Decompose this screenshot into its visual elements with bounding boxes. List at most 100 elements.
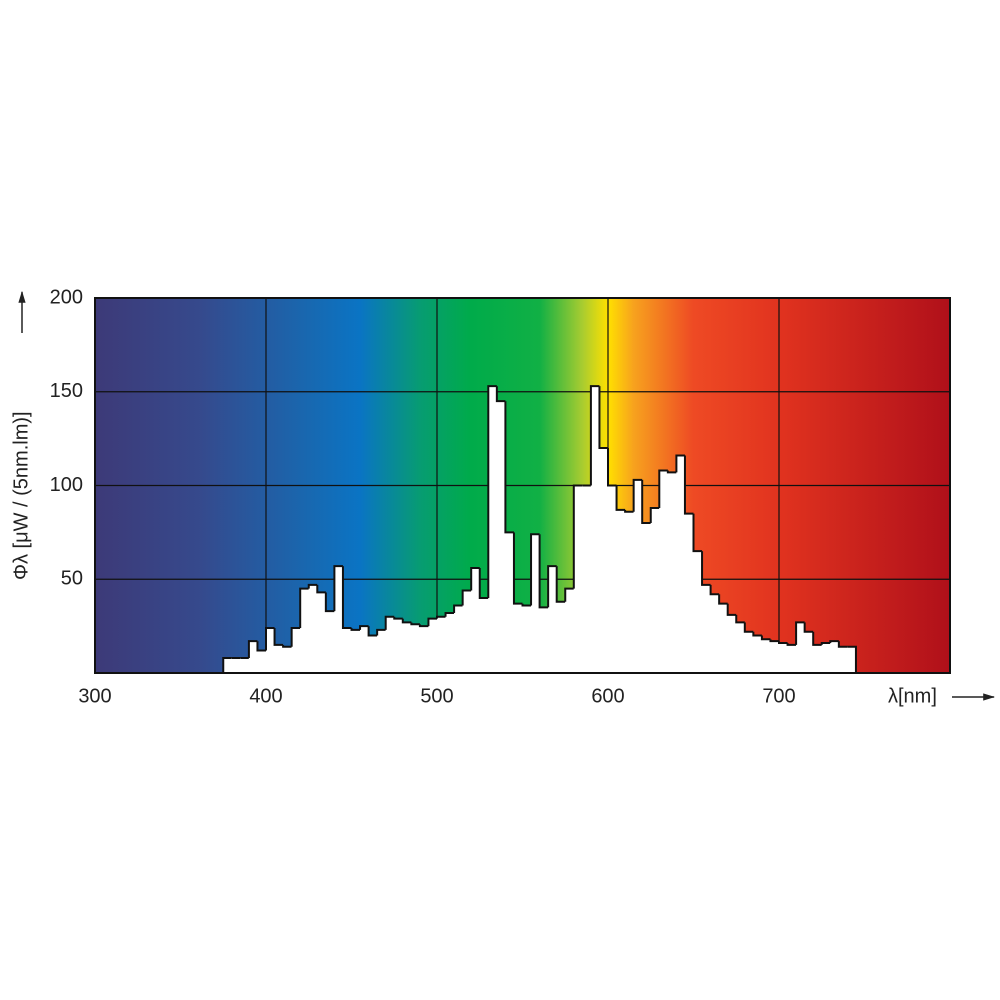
bar — [368, 635, 378, 673]
bar — [274, 644, 284, 673]
bar-outline — [512, 532, 523, 605]
bar-outline — [752, 631, 762, 637]
bar — [283, 646, 293, 673]
bar — [317, 592, 327, 673]
bar-outline — [547, 565, 557, 608]
bar-outline — [316, 584, 326, 594]
bar-outline — [564, 587, 574, 602]
bar-outline — [427, 617, 437, 627]
bar — [325, 611, 335, 673]
bar-outline — [307, 583, 318, 589]
x-tick-label: 400 — [249, 685, 282, 707]
y-tick-label: 50 — [61, 568, 83, 590]
bar — [248, 641, 258, 673]
bar-outline — [341, 566, 352, 629]
bar — [479, 598, 489, 673]
bar-outline — [632, 478, 643, 512]
bar-outline — [410, 622, 420, 626]
bar — [488, 386, 498, 673]
bar — [231, 658, 241, 673]
bar-outline — [418, 624, 429, 628]
bar-outline — [795, 621, 805, 645]
bar-outline — [607, 448, 617, 487]
bar-outline — [265, 627, 275, 651]
bar — [257, 650, 267, 673]
bar — [702, 584, 712, 673]
bar — [659, 470, 669, 673]
bar-outline — [666, 470, 677, 474]
bar — [505, 532, 515, 673]
bar-outline — [837, 641, 848, 648]
bar-outline — [461, 589, 472, 606]
bar — [428, 618, 438, 673]
bar — [573, 485, 583, 673]
bar-outline — [598, 386, 608, 449]
bar — [582, 485, 592, 673]
bar-outline — [726, 603, 737, 616]
bar-outline — [290, 627, 301, 647]
bar — [351, 629, 361, 673]
bar-outline — [641, 479, 651, 524]
bar — [266, 628, 276, 673]
y-axis-label: Φλ [μW / (5nm.lm)] — [10, 411, 32, 580]
bar — [736, 622, 746, 673]
bar-outline — [521, 603, 532, 607]
bar-outline — [692, 513, 703, 553]
bar — [342, 628, 352, 673]
bar — [804, 631, 814, 673]
bar-outline — [247, 640, 258, 658]
bar — [360, 626, 370, 673]
bar-outline — [470, 567, 480, 591]
bar-outline — [743, 622, 754, 633]
bar-outline — [273, 628, 284, 646]
bar-outline — [718, 594, 728, 605]
x-tick-label: 600 — [591, 685, 624, 707]
bar — [633, 479, 643, 673]
bar — [548, 566, 558, 673]
bar-outline — [367, 626, 378, 637]
bar-outline — [256, 641, 266, 652]
bar — [385, 616, 395, 673]
bar — [779, 643, 789, 673]
bar — [471, 568, 481, 673]
bar-outline — [401, 618, 412, 624]
bar-outline — [384, 615, 395, 630]
bar-outline — [350, 628, 361, 631]
bar-outline — [324, 592, 335, 613]
bar — [753, 635, 763, 673]
bar-outline — [769, 639, 779, 643]
bar-outline — [299, 587, 309, 628]
bar — [513, 603, 523, 673]
bar — [813, 644, 823, 673]
bar — [667, 472, 677, 673]
bar-outline — [701, 551, 711, 586]
bar — [300, 588, 310, 673]
bar — [821, 643, 831, 673]
y-tick-label: 100 — [50, 474, 83, 496]
bar-outline — [820, 642, 831, 645]
bar-outline — [615, 485, 626, 511]
bar-outline — [530, 533, 540, 606]
bar — [445, 613, 455, 673]
bar — [462, 590, 472, 673]
bar-outline — [683, 455, 694, 515]
bar-outline — [282, 644, 292, 648]
bar-outline — [658, 469, 668, 508]
bar — [625, 511, 635, 673]
bar — [522, 605, 532, 673]
bar-outline — [829, 640, 839, 643]
bar-outline — [847, 645, 857, 673]
bar — [496, 401, 506, 673]
y-tick-label: 200 — [50, 286, 83, 308]
bar — [650, 508, 660, 673]
bar-outline — [504, 401, 514, 534]
x-axis-label: λ[nm] — [888, 685, 937, 707]
bar — [437, 616, 447, 673]
bar — [693, 551, 703, 673]
bar-outline — [376, 628, 386, 636]
bar — [787, 644, 797, 673]
bar-outline — [778, 641, 788, 644]
bar-outline — [786, 643, 797, 646]
bar — [847, 646, 857, 673]
